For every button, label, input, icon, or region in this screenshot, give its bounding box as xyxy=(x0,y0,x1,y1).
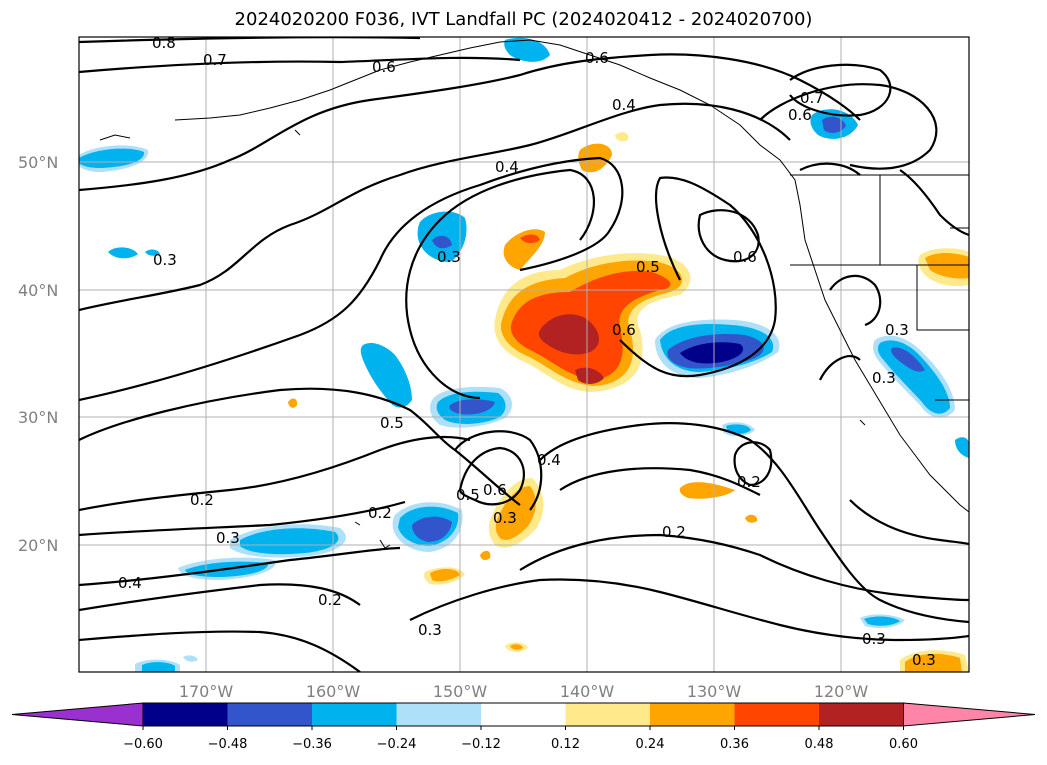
contour-label: 0.4 xyxy=(118,574,142,592)
colorbar-tick-label: −0.60 xyxy=(123,737,163,752)
contour-label: 0.3 xyxy=(872,369,896,387)
contour-label: 0.3 xyxy=(885,321,909,339)
contour-label: 0.3 xyxy=(493,509,517,527)
latitude-axis: 50°N 40°N 30°N 20°N xyxy=(18,153,58,555)
colorbar-segment xyxy=(396,703,482,726)
contour-label: 0.4 xyxy=(537,451,561,469)
map-frame xyxy=(78,36,970,673)
contour-label: 0.8 xyxy=(152,34,176,52)
graticule xyxy=(79,37,969,672)
contour-label: 0.3 xyxy=(418,621,442,639)
contour-label: 0.3 xyxy=(912,651,936,669)
contour-label: 0.6 xyxy=(585,49,609,67)
colorbar xyxy=(11,702,1036,727)
contour-label: 0.2 xyxy=(737,473,761,491)
colorbar-tick-label: −0.24 xyxy=(377,737,417,752)
colorbar-tick-label: 0.24 xyxy=(636,737,665,752)
shading-layer xyxy=(79,37,969,672)
colorbar-tick-label: 0.36 xyxy=(720,737,749,752)
contour-label: 0.3 xyxy=(437,248,461,266)
colorbar-segment xyxy=(312,703,397,726)
colorbar-tick-label: −0.48 xyxy=(208,737,248,752)
colorbar-segment xyxy=(143,703,228,726)
longitude-axis: 170°W 160°W 150°W 140°W 130°W 120°W xyxy=(179,682,869,701)
contour-label: 0.5 xyxy=(456,486,480,504)
contour-label: 0.2 xyxy=(368,504,392,522)
colorbar-tick-label: −0.36 xyxy=(292,737,332,752)
colorbar-tick-label: 0.60 xyxy=(889,737,918,752)
colorbar-frame xyxy=(142,702,904,727)
lon-label: 160°W xyxy=(306,682,361,701)
colorbar-tick-label: −0.12 xyxy=(461,737,501,752)
colorbar-tick-label: 0.12 xyxy=(551,737,580,752)
lon-label: 170°W xyxy=(179,682,234,701)
contour-label: 0.5 xyxy=(380,414,404,432)
contour-label: 0.6 xyxy=(372,58,396,76)
lon-label: 140°W xyxy=(560,682,615,701)
colorbar-segment xyxy=(650,703,735,726)
contour-label: 0.7 xyxy=(203,51,227,69)
colorbar-tick-label: 0.48 xyxy=(805,737,834,752)
contour-label: 0.3 xyxy=(216,529,240,547)
colorbar-extend-low xyxy=(11,702,144,727)
contour-label: 0.2 xyxy=(662,523,686,541)
colorbar-ticks: −0.60 −0.48 −0.36 −0.24 −0.12 0.12 0.24 0.36 0.4… xyxy=(123,726,918,752)
contour-label: 0.6 xyxy=(612,321,636,339)
lon-label: 150°W xyxy=(433,682,488,701)
colorbar-segment xyxy=(565,703,651,726)
contour-label: 0.7 xyxy=(800,89,824,107)
colorbar-segment xyxy=(734,703,820,726)
map-title: 2024020200 F036, IVT Landfall PC (202402… xyxy=(234,9,813,30)
contour-labels: 0.8 0.7 0.6 0.6 0.4 0.4 0.7 0.6 0.3 0.3 … xyxy=(118,34,936,669)
colorbar-segment xyxy=(481,703,566,726)
contour-label: 0.2 xyxy=(318,591,342,609)
contour-label: 0.6 xyxy=(733,248,757,266)
contour-label: 0.5 xyxy=(636,258,660,276)
contour-label: 0.3 xyxy=(862,630,886,648)
lat-label: 30°N xyxy=(18,408,58,427)
colorbar-segment xyxy=(227,703,313,726)
lat-label: 50°N xyxy=(18,153,58,172)
contour-label: 0.4 xyxy=(612,96,636,114)
colorbar-segment xyxy=(819,703,904,726)
contour-label: 0.2 xyxy=(190,491,214,509)
lat-label: 40°N xyxy=(18,281,58,300)
lat-label: 20°N xyxy=(18,536,58,555)
contour-label: 0.3 xyxy=(153,251,177,269)
lon-label: 120°W xyxy=(814,682,869,701)
colorbar-extend-high xyxy=(903,702,1036,727)
contour-label: 0.6 xyxy=(483,481,507,499)
lon-label: 130°W xyxy=(687,682,742,701)
contour-label: 0.4 xyxy=(495,158,519,176)
contour-label: 0.6 xyxy=(788,106,812,124)
